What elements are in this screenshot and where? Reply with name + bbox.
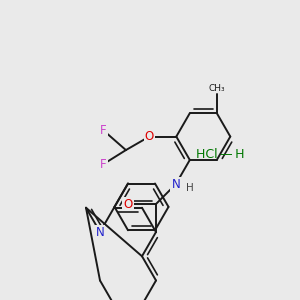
Text: F: F	[100, 158, 107, 171]
Text: N: N	[96, 226, 104, 238]
Text: H: H	[186, 183, 194, 193]
Text: N: N	[171, 178, 180, 191]
Text: O: O	[123, 197, 133, 211]
Text: CH₃: CH₃	[208, 84, 225, 93]
Text: F: F	[100, 124, 107, 137]
Text: HCl — H: HCl — H	[196, 148, 244, 161]
Text: O: O	[145, 130, 154, 143]
